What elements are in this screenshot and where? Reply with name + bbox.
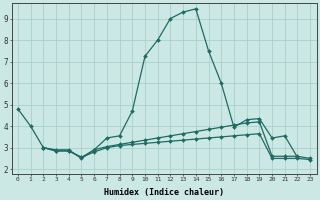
X-axis label: Humidex (Indice chaleur): Humidex (Indice chaleur) — [104, 188, 224, 197]
